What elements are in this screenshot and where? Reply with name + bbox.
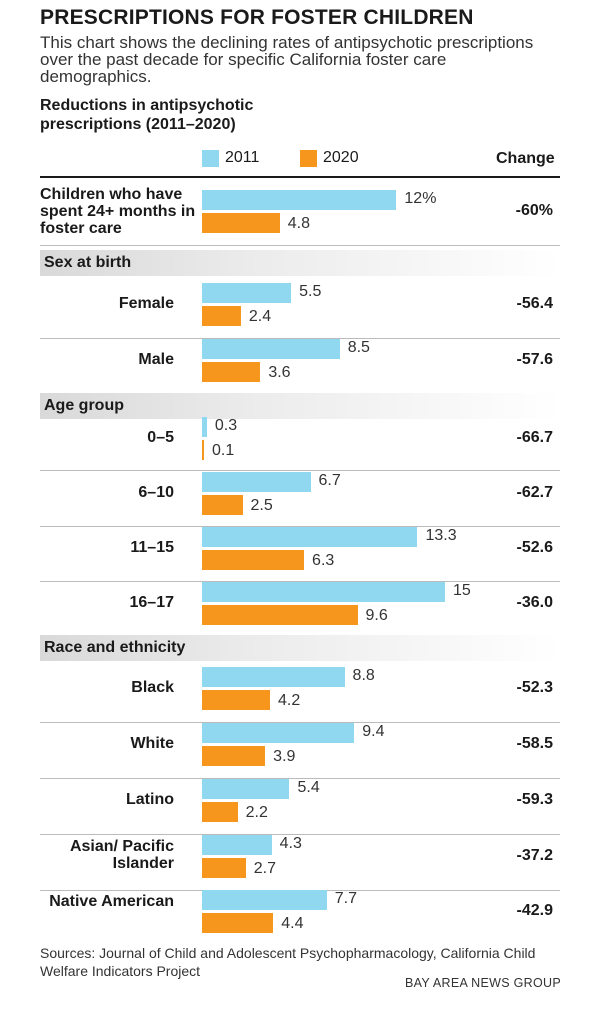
bar-2020 (202, 690, 271, 710)
value-label-2011: 5.5 (299, 283, 322, 300)
chart-title: PRESCRIPTIONS FOR FOSTER CHILDREN (40, 6, 474, 29)
change-value: -37.2 (516, 847, 553, 864)
bar-2020 (202, 858, 246, 878)
bar-2020 (202, 550, 305, 570)
row-divider (40, 338, 560, 339)
value-label-2020: 6.3 (312, 552, 335, 569)
change-value: -52.3 (516, 679, 553, 696)
legend-swatch-2020 (300, 149, 317, 167)
row-label: Male (138, 350, 174, 368)
section-header: Sex at birth (40, 250, 560, 276)
value-label-2020: 0.1 (212, 442, 235, 459)
legend-item-2020: 2020 (300, 146, 359, 170)
bar-2020 (202, 362, 261, 382)
section-header-label: Age group (44, 397, 124, 414)
chart-subtitle: Reductions in antipsychotic prescription… (40, 97, 254, 133)
row-label: Children who have spent 24+ months in fo… (40, 186, 196, 237)
bar-2020 (202, 213, 280, 233)
group-divider (40, 245, 560, 246)
row-label: Asian/ Pacific Islander (69, 838, 174, 872)
value-label-2011: 5.4 (297, 779, 320, 796)
row-label: Black (131, 678, 174, 696)
legend-label-2020: 2020 (323, 149, 359, 166)
change-value: -36.0 (516, 594, 553, 611)
row-label: Native American (49, 893, 174, 910)
bar-2011 (202, 190, 397, 210)
bar-2020 (202, 746, 266, 766)
bar-2011 (202, 890, 327, 910)
change-value: -60% (515, 202, 553, 219)
value-label-2020: 3.6 (268, 364, 291, 381)
section-header-label: Sex at birth (44, 254, 132, 271)
change-value: -66.7 (516, 429, 553, 446)
value-label-2020: 4.4 (281, 915, 304, 932)
row-divider (40, 581, 560, 582)
value-label-2011: 6.7 (318, 472, 341, 489)
row-divider (40, 778, 560, 779)
row-label: White (130, 734, 174, 752)
value-label-2011: 12% (404, 190, 437, 207)
legend-swatch-2011 (202, 149, 219, 167)
row-divider (40, 470, 560, 471)
value-label-2020: 4.8 (287, 215, 310, 232)
value-label-2020: 2.7 (253, 860, 276, 877)
value-label-2011: 9.4 (362, 723, 385, 740)
change-value: -52.6 (516, 539, 553, 556)
value-label-2011: 4.3 (279, 835, 302, 852)
value-label-2020: 3.9 (273, 748, 296, 765)
change-value: -62.7 (516, 484, 553, 501)
section-header-label: Race and ethnicity (44, 639, 186, 656)
bar-2011 (202, 339, 340, 359)
bar-2011 (202, 472, 311, 492)
row-divider (40, 722, 560, 723)
value-label-2020: 2.2 (245, 804, 268, 821)
bar-2020 (202, 495, 243, 515)
value-label-2020: 9.6 (365, 607, 388, 624)
bar-2011 (202, 582, 445, 602)
sources-note: Sources: Journal of Child and Adolescent… (40, 945, 536, 979)
value-label-2011: 13.3 (425, 527, 457, 544)
value-label-2011: 0.3 (214, 417, 238, 434)
row-label: 6–10 (138, 483, 174, 501)
bar-2011 (202, 283, 292, 303)
value-label-2011: 8.5 (347, 339, 370, 356)
value-label-2011: 7.7 (334, 890, 357, 907)
bar-2020 (202, 440, 204, 460)
legend-item-2011: 2011 (202, 146, 259, 170)
value-label-2020: 2.5 (250, 497, 273, 514)
bar-2011 (202, 417, 207, 437)
legend-label-2011: 2011 (225, 149, 260, 166)
chart-intro: This chart shows the declining rates of … (40, 33, 534, 86)
bar-2020 (202, 913, 274, 933)
bar-2011 (202, 835, 272, 855)
section-header: Race and ethnicity (40, 635, 560, 661)
credit-line: BAY AREA NEWS GROUP (405, 976, 561, 990)
header-rule (40, 176, 560, 178)
change-value: -57.6 (516, 351, 553, 368)
bar-2020 (202, 802, 238, 822)
section-header: Age group (40, 393, 560, 419)
value-label-2011: 8.8 (352, 667, 375, 684)
bar-2011 (202, 779, 290, 799)
row-divider (40, 834, 560, 835)
change-value: -59.3 (516, 791, 553, 808)
change-value: -58.5 (516, 735, 553, 752)
row-label: 0–5 (147, 428, 174, 446)
value-label-2011: 15 (453, 582, 471, 599)
change-value: -42.9 (516, 902, 553, 919)
value-label-2020: 2.4 (248, 308, 272, 325)
change-value: -56.4 (516, 295, 553, 312)
row-divider (40, 526, 560, 527)
bar-2020 (202, 605, 358, 625)
change-column-header: Change (496, 150, 555, 167)
value-label-2020: 4.2 (278, 692, 301, 709)
bar-2011 (202, 667, 345, 687)
bar-2011 (202, 527, 418, 547)
row-label: Latino (126, 790, 174, 808)
row-label: 16–17 (129, 593, 175, 611)
bar-2020 (202, 306, 241, 326)
bar-2011 (202, 723, 355, 743)
row-label: 11–15 (130, 538, 174, 556)
row-label: Female (118, 294, 174, 312)
